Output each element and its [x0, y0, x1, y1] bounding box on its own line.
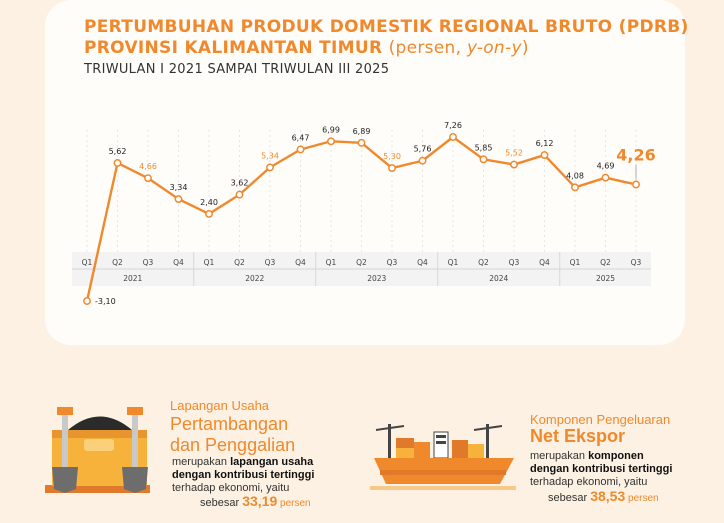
title-region: PROVINSI KALIMANTAN TIMUR: [84, 38, 383, 58]
data-point: [510, 160, 518, 169]
data-point: [632, 180, 640, 189]
left-info-description: merupakan lapangan usaha dengan kontribus…: [172, 456, 314, 495]
x-tick-label: Q1: [326, 258, 337, 267]
right-value-pre: sebesar: [548, 492, 591, 504]
x-tick-label: Q2: [478, 258, 489, 267]
right-info-description: merupakan komponen dengan kontribusi tert…: [530, 450, 672, 489]
data-label: 6,47: [292, 134, 310, 143]
data-label: 6,12: [536, 139, 554, 148]
x-tick-label: Q2: [234, 258, 245, 267]
data-point: [235, 190, 244, 199]
x-tick-label: Q2: [356, 258, 367, 267]
data-point: [357, 138, 366, 147]
data-point: [327, 137, 335, 146]
chart-title-line1: PERTUMBUHAN PRODUK DOMESTIK REGIONAL BRU…: [84, 17, 689, 37]
data-point: [144, 174, 152, 183]
right-info-category: Komponen Pengeluaran: [530, 412, 671, 427]
data-point: [113, 159, 122, 167]
left-desc-line3: terhadap ekonomi, yaitu: [172, 482, 290, 494]
data-point: [266, 163, 274, 172]
data-label: 6,99: [322, 125, 340, 134]
data-point: [601, 173, 610, 182]
left-info-title: Pertambangan dan Penggalian: [170, 414, 295, 456]
data-label: 7,26: [444, 121, 462, 130]
data-point: [418, 156, 427, 165]
left-desc-pre: merupakan: [172, 456, 231, 468]
data-label: 5,85: [475, 143, 493, 152]
x-tick-label: Q1: [204, 258, 215, 267]
data-label: 5,76: [414, 145, 432, 154]
right-desc-pre: merupakan: [530, 450, 589, 462]
data-label: 5,30: [383, 152, 401, 161]
left-info-title-line2: dan Penggalian: [170, 435, 296, 455]
year-label: 2025: [596, 274, 615, 283]
right-desc-bold2: dengan kontribusi tertinggi: [530, 463, 673, 475]
left-desc-bold1: lapangan usaha: [230, 456, 314, 468]
x-tick-label: Q4: [173, 258, 184, 267]
data-label: 6,89: [353, 127, 371, 136]
data-label: 4,08: [566, 171, 584, 180]
title-unit-open: (persen,: [388, 38, 468, 58]
x-tick-label: Q1: [448, 258, 459, 267]
data-point: [449, 133, 457, 141]
data-point: [205, 209, 213, 218]
x-tick-label: Q3: [143, 258, 154, 267]
x-tick-label: Q3: [509, 258, 520, 267]
cargo-ship-icon: [370, 424, 516, 490]
data-label: 5,52: [505, 149, 523, 158]
data-point: [388, 164, 396, 172]
right-value-number: 38,53: [590, 488, 626, 504]
x-tick-label: Q3: [265, 258, 276, 267]
year-label: 2023: [367, 274, 386, 283]
data-point: [479, 155, 488, 164]
mining-icon: [45, 407, 150, 493]
year-label: 2022: [245, 274, 264, 283]
data-point: [174, 195, 183, 204]
data-label: 5,34: [261, 151, 279, 160]
x-tick-label: Q2: [600, 258, 611, 267]
data-label: 5,62: [109, 147, 127, 156]
chart-card: [45, 0, 685, 345]
data-point: [296, 145, 305, 154]
right-value-unit: persen: [625, 493, 659, 504]
data-label: 3,62: [231, 179, 249, 188]
left-value-pre: sebesar: [200, 497, 243, 509]
right-info-value: sebesar 38,53 persen: [548, 488, 659, 504]
year-label: 2021: [123, 274, 142, 283]
right-info-title: Net Ekspor: [530, 426, 626, 446]
data-point: [571, 183, 579, 192]
data-label: 4,66: [139, 162, 157, 171]
data-label: 4,26: [616, 145, 655, 164]
data-label: -3,10: [95, 297, 116, 306]
chart-subtitle: TRIWULAN I 2021 SAMPAI TRIWULAN III 2025: [84, 62, 390, 77]
chart-title-line2: PROVINSI KALIMANTAN TIMUR (persen, y-on-…: [84, 38, 529, 58]
x-tick-label: Q4: [417, 258, 428, 267]
right-desc-bold1: komponen: [588, 450, 644, 462]
data-point: [540, 151, 549, 159]
title-unit-italic: y-on-y: [467, 38, 522, 58]
right-desc-line3: terhadap ekonomi, yaitu: [530, 476, 648, 488]
data-label: 4,69: [597, 162, 615, 171]
left-info-title-line1: Pertambangan: [170, 414, 289, 434]
title-unit-close: ): [521, 38, 529, 58]
data-label: 2,40: [200, 198, 218, 207]
left-value-number: 33,19: [242, 493, 278, 509]
year-label: 2024: [489, 274, 508, 283]
x-tick-label: Q1: [82, 258, 93, 267]
left-info-category: Lapangan Usaha: [170, 398, 270, 413]
x-tick-label: Q1: [570, 258, 581, 267]
x-tick-label: Q2: [112, 258, 123, 267]
x-tick-label: Q3: [631, 258, 642, 267]
left-value-unit: persen: [277, 498, 311, 509]
data-point: [83, 297, 91, 305]
x-tick-label: Q4: [295, 258, 306, 267]
left-desc-bold2: dengan kontribusi tertinggi: [172, 469, 315, 481]
x-tick-label: Q4: [539, 258, 550, 267]
data-label: 3,34: [170, 183, 188, 192]
left-info-value: sebesar 33,19 persen: [200, 493, 311, 509]
x-tick-label: Q3: [387, 258, 398, 267]
